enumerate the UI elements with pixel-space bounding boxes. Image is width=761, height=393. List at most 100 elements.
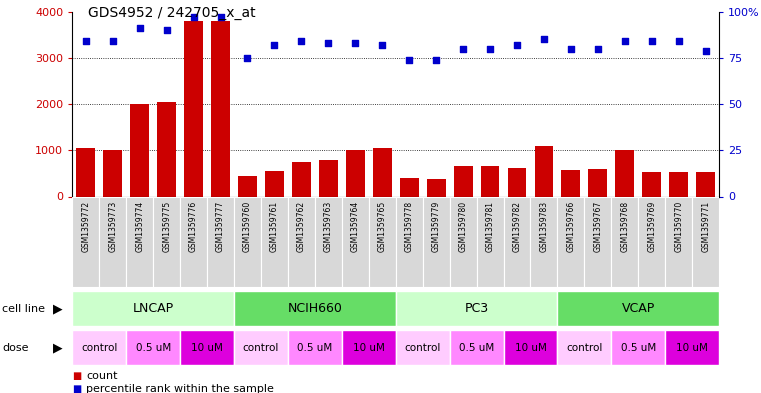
Bar — [616, 150, 634, 196]
Point — [187, 14, 199, 20]
Text: GSM1359761: GSM1359761 — [270, 201, 279, 252]
Bar — [153, 196, 180, 287]
Bar — [454, 167, 473, 196]
Point — [295, 38, 307, 44]
Text: ▶: ▶ — [53, 341, 63, 354]
Text: GDS4952 / 242705_x_at: GDS4952 / 242705_x_at — [88, 6, 255, 20]
Text: GSM1359771: GSM1359771 — [701, 201, 710, 252]
Text: GSM1359769: GSM1359769 — [648, 201, 656, 252]
Bar — [126, 330, 180, 365]
Bar — [504, 196, 530, 287]
Point — [673, 38, 685, 44]
Bar — [611, 196, 638, 287]
Text: 10 uM: 10 uM — [514, 343, 546, 353]
Bar — [72, 291, 234, 326]
Text: GSM1359766: GSM1359766 — [566, 201, 575, 252]
Bar — [238, 176, 257, 196]
Bar — [369, 196, 396, 287]
Text: GSM1359767: GSM1359767 — [594, 201, 603, 252]
Bar — [292, 162, 310, 196]
Bar — [396, 330, 450, 365]
Text: GSM1359782: GSM1359782 — [512, 201, 521, 252]
Bar — [342, 196, 369, 287]
Bar — [557, 291, 719, 326]
Point — [241, 55, 253, 61]
Text: 0.5 uM: 0.5 uM — [298, 343, 333, 353]
Bar — [665, 196, 693, 287]
Text: GSM1359775: GSM1359775 — [162, 201, 171, 252]
Bar — [396, 291, 557, 326]
Point — [699, 48, 712, 54]
Point — [269, 42, 281, 48]
Bar — [72, 196, 99, 287]
Bar — [400, 178, 419, 196]
Text: GSM1359764: GSM1359764 — [351, 201, 360, 252]
Text: GSM1359763: GSM1359763 — [324, 201, 333, 252]
Point — [134, 25, 146, 31]
Bar — [315, 196, 342, 287]
Point — [592, 46, 604, 52]
Bar — [234, 196, 261, 287]
Bar — [130, 104, 149, 196]
Bar — [508, 168, 527, 196]
Bar — [450, 196, 476, 287]
Bar — [184, 21, 203, 196]
Bar — [265, 171, 284, 196]
Bar — [669, 173, 688, 196]
Text: GSM1359778: GSM1359778 — [405, 201, 414, 252]
Bar — [288, 330, 342, 365]
Text: GSM1359779: GSM1359779 — [431, 201, 441, 252]
Point — [215, 14, 227, 20]
Text: GSM1359776: GSM1359776 — [189, 201, 198, 252]
Bar — [207, 196, 234, 287]
Bar — [180, 330, 234, 365]
Point — [511, 42, 523, 48]
Bar — [319, 160, 338, 196]
Text: GSM1359777: GSM1359777 — [216, 201, 225, 252]
Bar — [211, 21, 230, 196]
Bar — [611, 330, 665, 365]
Bar — [99, 196, 126, 287]
Bar — [261, 196, 288, 287]
Text: ▶: ▶ — [53, 302, 63, 315]
Text: GSM1359781: GSM1359781 — [486, 201, 495, 252]
Point — [403, 57, 416, 63]
Text: GSM1359765: GSM1359765 — [377, 201, 387, 252]
Text: ■: ■ — [72, 384, 81, 393]
Text: GSM1359783: GSM1359783 — [540, 201, 549, 252]
Text: count: count — [86, 371, 117, 381]
Bar — [588, 169, 607, 196]
Text: 10 uM: 10 uM — [353, 343, 385, 353]
Text: control: control — [405, 343, 441, 353]
Point — [161, 27, 173, 33]
Point — [376, 42, 388, 48]
Bar — [584, 196, 611, 287]
Text: GSM1359770: GSM1359770 — [674, 201, 683, 252]
Text: cell line: cell line — [2, 303, 46, 314]
Point — [484, 46, 496, 52]
Bar — [234, 291, 396, 326]
Bar — [180, 196, 207, 287]
Text: GSM1359760: GSM1359760 — [243, 201, 252, 252]
Bar — [234, 330, 288, 365]
Bar — [696, 172, 715, 196]
Bar — [557, 330, 611, 365]
Text: percentile rank within the sample: percentile rank within the sample — [86, 384, 274, 393]
Bar — [342, 330, 396, 365]
Bar — [345, 150, 365, 196]
Bar — [693, 196, 719, 287]
Point — [80, 38, 92, 44]
Bar — [103, 150, 123, 196]
Bar — [530, 196, 557, 287]
Point — [619, 38, 631, 44]
Bar — [158, 102, 176, 196]
Text: dose: dose — [2, 343, 29, 353]
Bar — [481, 167, 499, 196]
Bar — [665, 330, 719, 365]
Text: GSM1359780: GSM1359780 — [459, 201, 467, 252]
Text: NCIH660: NCIH660 — [288, 302, 342, 315]
Point — [349, 40, 361, 46]
Text: 10 uM: 10 uM — [191, 343, 223, 353]
Bar — [422, 196, 450, 287]
Bar — [476, 196, 504, 287]
